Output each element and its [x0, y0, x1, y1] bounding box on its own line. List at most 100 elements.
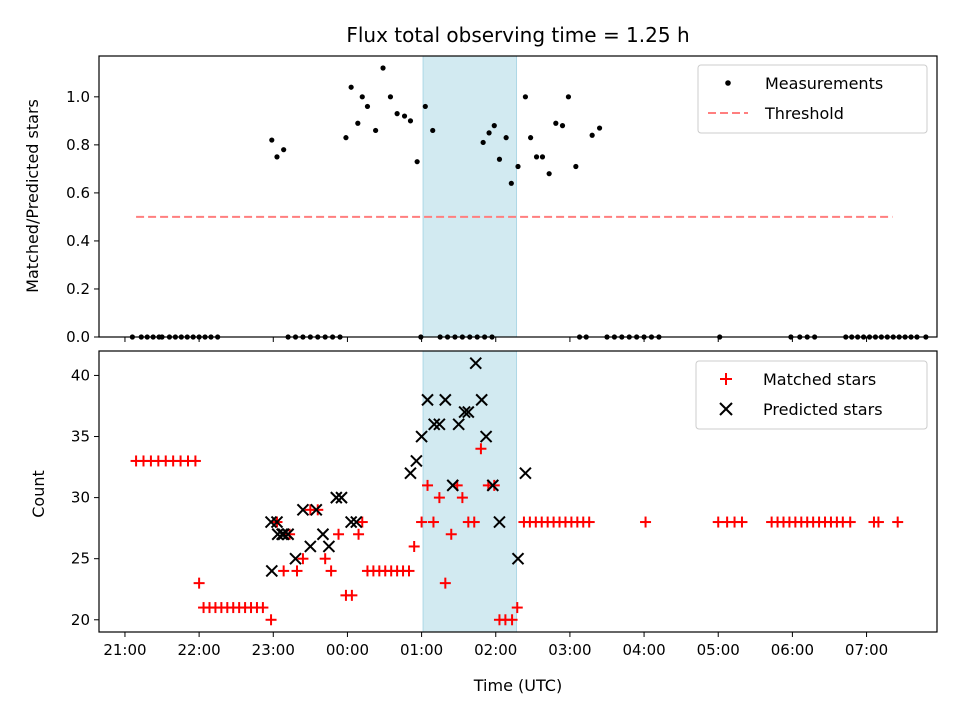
count-y-tick-label: 30: [71, 489, 90, 507]
ratio-measurement-point: [387, 94, 394, 100]
count-x-tick-label: 02:00: [474, 641, 517, 659]
ratio-measurement-point: [274, 154, 280, 160]
ratio-measurement-point: [565, 94, 572, 100]
count-x-tick-label: 01:00: [400, 641, 443, 659]
count-x-tick-label: 05:00: [697, 641, 740, 659]
ratio-measurement-point: [355, 120, 361, 126]
ratio-x-ticks: [124, 337, 868, 342]
legend-predicted-marker: [719, 402, 733, 416]
count-predicted-point: [316, 528, 330, 541]
ratio-measurement-point: [546, 171, 552, 177]
ratio-highlight-span: [422, 55, 518, 338]
count-predicted-point: [310, 503, 323, 517]
count-matched-point: [640, 516, 652, 528]
ratio-measurement-point: [596, 125, 603, 131]
ratio-y-tick-label: 1.0: [66, 88, 90, 106]
ratio-measurement-point: [589, 132, 595, 138]
count-predicted-point: [458, 405, 471, 419]
count-predicted-point: [296, 503, 310, 517]
count-x-axis-label: Time (UTC): [473, 676, 562, 695]
ratio-y-tick-label: 0.4: [66, 232, 90, 250]
count-y-tick-label: 40: [71, 366, 90, 384]
count-matched-point: [403, 565, 415, 577]
count-x-tick-label: 23:00: [252, 641, 295, 659]
count-matched-point: [511, 602, 523, 614]
count-matched-point: [325, 565, 337, 577]
count-matched-point: [433, 492, 445, 504]
count-predicted-point: [519, 466, 532, 480]
count-x-ticks: 21:00 22:00 23:00 00:00 01:00 02:00 03:00 04:00…: [103, 632, 888, 659]
ratio-y-tick-label: 0.2: [66, 280, 90, 298]
count-matched-point: [506, 614, 518, 626]
ratio-measurement-point: [533, 154, 540, 160]
legend-threshold-label: Threshold: [764, 104, 844, 123]
count-matched-point: [408, 540, 420, 552]
ratio-measurement-point: [343, 135, 349, 141]
ratio-y-ticks: 0.0 0.2 0.4 0.6 0.8 1.0: [66, 88, 99, 346]
count-y-tick-label: 25: [71, 550, 90, 568]
count-matched-point: [193, 577, 205, 589]
count-matched-point: [356, 516, 368, 528]
count-x-tick-label: 03:00: [548, 641, 591, 659]
count-y-axis-label: Count: [29, 470, 48, 518]
ratio-measurement-point: [491, 123, 497, 129]
ratio-measurement-point: [515, 163, 521, 170]
count-legend-box: [695, 360, 928, 430]
ratio-measurement-point: [553, 120, 559, 126]
count-x-tick-label: 06:00: [771, 641, 814, 659]
ratio-measurement-point: [380, 65, 386, 71]
ratio-measurement-point: [394, 111, 400, 117]
count-predicted-point: [289, 552, 302, 565]
count-matched-point: [416, 516, 428, 528]
count-predicted-point: [462, 405, 475, 419]
count-predicted-point: [404, 466, 417, 480]
count-predicted-point: [427, 418, 441, 431]
count-predicted-point: [304, 540, 317, 553]
count-predicted-point: [344, 515, 358, 529]
ratio-measurement-point: [401, 113, 408, 119]
ratio-measurement-point: [364, 103, 371, 110]
count-predicted-point: [439, 393, 452, 407]
ratio-measurement-point: [359, 94, 365, 100]
count-matched-point: [291, 565, 303, 577]
count-predicted-point: [475, 393, 488, 407]
count-predicted-point: [433, 418, 446, 431]
count-predicted-point: [265, 564, 278, 578]
count-predicted-point: [486, 479, 499, 492]
count-predicted-point: [469, 357, 482, 370]
ratio-measurement-point: [281, 147, 287, 153]
count-predicted-point: [421, 393, 434, 407]
count-matched-point: [284, 528, 296, 540]
count-matched-point: [872, 516, 884, 528]
count-matched-point: [257, 602, 269, 614]
chart-title: Flux total observing time = 1.25 h: [346, 23, 689, 47]
ratio-measurement-point: [407, 118, 414, 124]
count-matched-point: [456, 492, 468, 504]
legend-matched-marker: [720, 373, 732, 385]
count-plot-frame: [98, 350, 938, 633]
ratio-y-tick-label: 0.6: [66, 184, 90, 202]
count-matched-point: [468, 516, 480, 528]
count-predicted-point: [281, 528, 295, 541]
count-series: [130, 357, 904, 626]
count-predicted-point: [446, 479, 459, 492]
ratio-measurement-point: [528, 135, 534, 141]
ratio-measurement-point: [414, 159, 420, 165]
count-matched-point: [736, 516, 748, 528]
count-matched-point: [278, 565, 290, 577]
ratio-measurement-point: [269, 137, 275, 143]
count-legend: Matched stars Predicted stars: [695, 360, 928, 430]
count-matched-point: [189, 455, 201, 467]
count-matched-point: [439, 577, 451, 589]
count-y-ticks: 20 25 30 35 40: [71, 366, 99, 629]
count-predicted-point: [270, 515, 284, 529]
legend-matched-label: Matched stars: [763, 370, 876, 389]
count-matched-point: [445, 528, 457, 540]
ratio-measurement-point: [373, 127, 379, 134]
count-matched-point: [333, 528, 345, 540]
ratio-measurement-point: [348, 84, 354, 90]
count-predicted-point: [322, 540, 336, 553]
count-matched-point: [844, 516, 856, 528]
ratio-series: [129, 65, 929, 340]
ratio-y-tick-label: 0.8: [66, 136, 90, 154]
